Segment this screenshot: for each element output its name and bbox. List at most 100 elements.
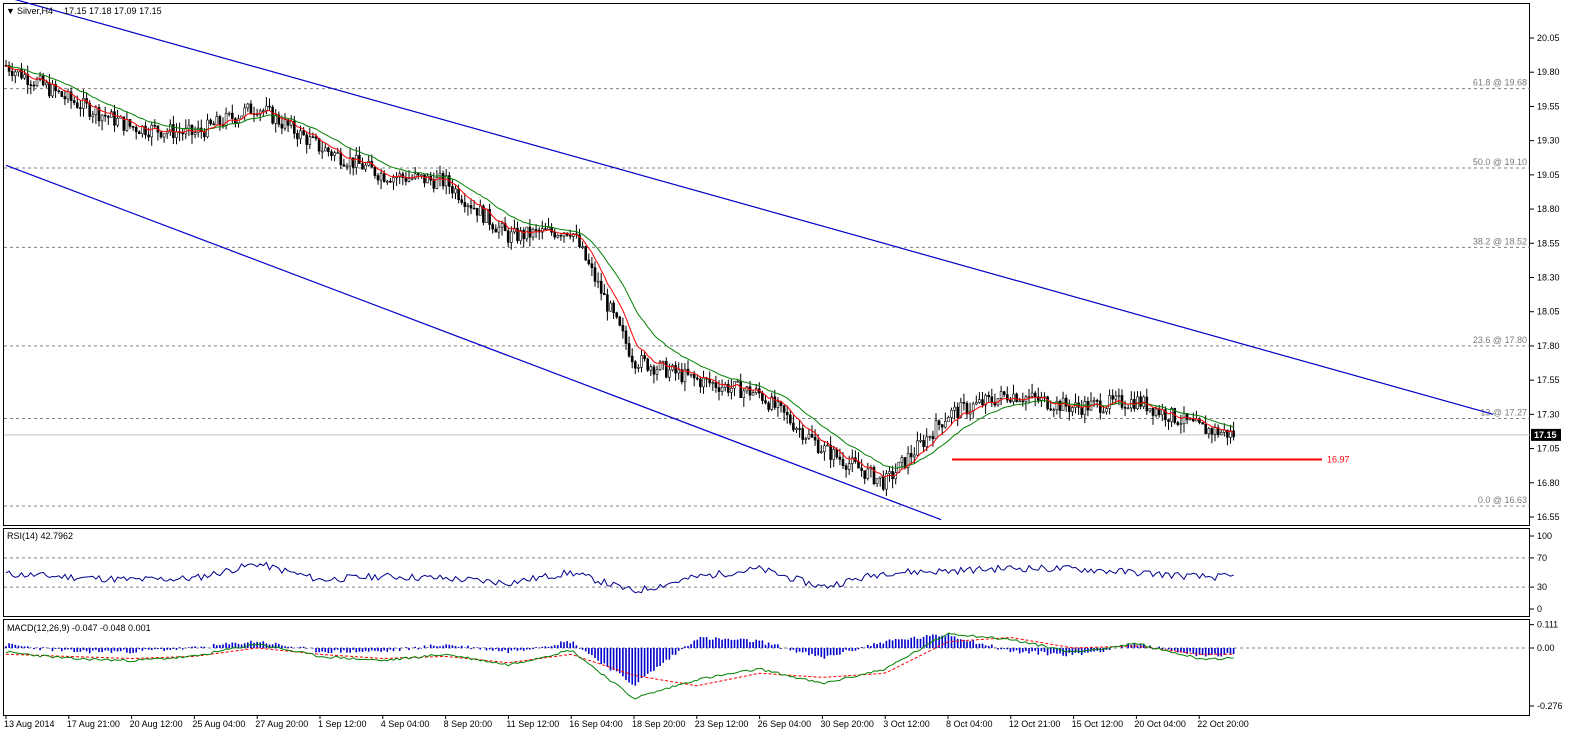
candle-body — [733, 380, 736, 389]
candle-body — [1021, 400, 1025, 403]
candle-body — [841, 459, 845, 467]
candle-body — [621, 324, 625, 332]
candle-body — [354, 154, 358, 168]
candle-body — [330, 151, 333, 156]
x-tick-label: 4 Sep 04:00 — [381, 719, 430, 729]
candle-body — [875, 477, 879, 485]
candle-body — [1167, 419, 1170, 422]
candle-body — [857, 461, 860, 469]
candle-body — [717, 387, 721, 392]
candle-body — [432, 179, 436, 189]
macd-y-tick-label: -0.276 — [1537, 701, 1563, 711]
chart-title-arrow-icon[interactable]: ▼ — [6, 6, 15, 16]
candle-body — [618, 316, 622, 326]
candle-body — [1099, 400, 1102, 413]
candle-body — [801, 428, 805, 440]
rsi-y-tick-label: 70 — [1537, 553, 1547, 563]
x-tick-label: 20 Oct 04:00 — [1134, 719, 1186, 729]
candle-body — [327, 147, 330, 153]
candle-body — [1071, 407, 1074, 412]
current-price-label: 17.15 — [1534, 430, 1557, 440]
candle-body — [1164, 409, 1167, 420]
candle-body — [540, 228, 544, 233]
candle-body — [593, 267, 597, 282]
candle-body — [1185, 413, 1189, 420]
candle-body — [525, 226, 529, 240]
candle-body — [91, 114, 95, 117]
candle-body — [807, 433, 811, 439]
candle-body — [872, 467, 876, 485]
candle-body — [122, 116, 126, 131]
candle-body — [261, 110, 265, 112]
candle-body — [320, 150, 324, 153]
candle-body — [401, 173, 405, 178]
candle-body — [333, 152, 336, 156]
candle-body — [66, 91, 70, 100]
candle-body — [131, 126, 135, 128]
candle-body — [770, 396, 774, 410]
candle-body — [916, 440, 919, 456]
candle-body — [1064, 397, 1068, 407]
candle-body — [10, 70, 14, 76]
candle-body — [1009, 399, 1012, 403]
candle-body — [909, 453, 913, 458]
candle-body — [943, 421, 947, 428]
candle-body — [553, 231, 557, 238]
x-tick-label: 3 Oct 12:00 — [883, 719, 930, 729]
x-tick-label: 15 Oct 12:00 — [1072, 719, 1124, 729]
candle-body — [668, 369, 671, 378]
candle-body — [72, 100, 76, 104]
candle-body — [810, 433, 814, 438]
candle-body — [919, 440, 922, 442]
candle-body — [1058, 400, 1062, 411]
candle-body — [599, 280, 603, 294]
x-tick-label: 8 Sep 20:00 — [444, 719, 493, 729]
x-tick-label: 25 Aug 04:00 — [192, 719, 245, 729]
price-y-tick-label: 17.30 — [1537, 409, 1560, 419]
candle-body — [317, 138, 321, 152]
current-price-badge — [1531, 428, 1561, 441]
candle-body — [1123, 407, 1127, 409]
support-label: 16.97 — [1327, 455, 1350, 465]
candle-body — [962, 401, 966, 404]
candle-body — [376, 175, 380, 181]
candle-body — [224, 112, 228, 127]
candle-body — [776, 401, 780, 408]
candle-body — [51, 84, 54, 97]
candle-body — [280, 123, 284, 129]
candle-body — [38, 75, 42, 80]
candle-body — [624, 330, 628, 344]
candle-body — [519, 229, 522, 242]
candle-body — [863, 470, 867, 479]
candle-body — [392, 177, 395, 183]
candle-body — [478, 205, 482, 216]
candle-body — [485, 208, 488, 223]
candle-body — [792, 422, 795, 431]
x-tick-label: 1 Sep 12:00 — [318, 719, 367, 729]
candle-body — [1095, 400, 1099, 402]
candle-body — [277, 114, 281, 125]
candle-body — [1105, 408, 1108, 413]
candle-body — [695, 377, 699, 380]
candle-body — [1040, 396, 1043, 401]
candle-body — [209, 119, 212, 125]
candle-body — [14, 71, 17, 76]
candle-body — [79, 107, 82, 109]
candle-body — [243, 107, 246, 117]
candle-body — [860, 467, 863, 471]
candle-body — [103, 114, 107, 117]
candle-body — [488, 208, 491, 225]
candle-body — [999, 391, 1003, 399]
channel-upper-line — [14, 0, 1494, 415]
candle-body — [581, 246, 584, 248]
rsi-y-tick-label: 0 — [1537, 604, 1542, 614]
candle-body — [460, 199, 464, 203]
candle-body — [987, 395, 991, 398]
candle-body — [748, 386, 752, 396]
candle-body — [850, 457, 854, 464]
price-y-tick-label: 20.05 — [1537, 33, 1560, 43]
candle-body — [1139, 396, 1142, 407]
candle-body — [398, 173, 402, 178]
candle-body — [206, 119, 209, 138]
candle-body — [903, 457, 907, 469]
